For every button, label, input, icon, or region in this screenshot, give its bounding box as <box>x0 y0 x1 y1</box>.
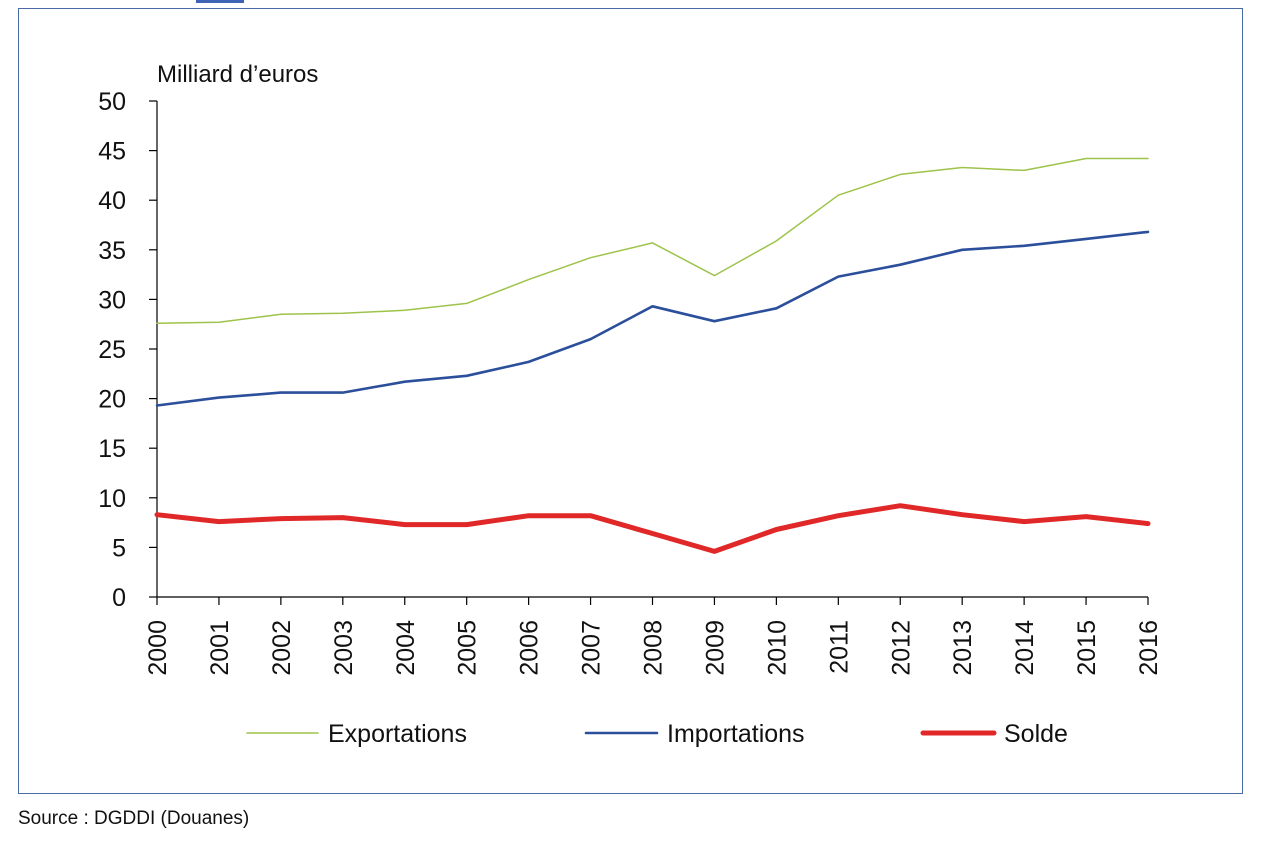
axes: 0 5 10 15 20 25 30 35 40 45 50 2000 2001 2002 2003 2004… <box>98 88 1163 676</box>
y-tick-label: 45 <box>98 138 126 166</box>
x-tick-label: 2016 <box>1135 620 1163 676</box>
y-tick-label: 30 <box>98 286 126 314</box>
chart-frame <box>18 8 1243 794</box>
series-line-exportations <box>156 157 1149 324</box>
x-tick-label: 2007 <box>578 620 606 676</box>
series-line-solde <box>154 503 1151 554</box>
x-tick-label: 2002 <box>268 620 296 676</box>
x-tick-label: 2010 <box>763 620 791 676</box>
x-tick-label: 2003 <box>330 620 358 676</box>
y-tick-label: 40 <box>98 187 126 215</box>
legend: Exportations Importations Solde <box>246 720 1068 748</box>
x-tick-label: 2000 <box>144 620 172 676</box>
y-tick-label: 25 <box>98 336 126 364</box>
legend-label-exportations: Exportations <box>328 720 467 748</box>
x-tick-label: 2008 <box>640 620 668 676</box>
legend-label-solde: Solde <box>1004 720 1068 748</box>
x-tick-label: 2011 <box>825 620 853 674</box>
x-tick-label: 2005 <box>454 620 482 676</box>
header-accent-bar <box>196 0 244 3</box>
x-tick-label: 2006 <box>516 620 544 676</box>
x-tick-label: 2014 <box>1011 620 1039 676</box>
x-tick-label: 2004 <box>392 620 420 676</box>
y-tick-label: 20 <box>98 386 126 414</box>
y-axis-label: Milliard d’euros <box>157 61 318 88</box>
series-line-importations <box>155 230 1150 407</box>
y-tick-label: 10 <box>98 485 126 513</box>
y-tick-label: 0 <box>112 584 126 612</box>
x-tick-label: 2013 <box>949 620 977 676</box>
x-tick-label: 2009 <box>701 620 729 676</box>
y-tick-label: 50 <box>98 88 126 116</box>
x-tick-label: 2015 <box>1073 620 1101 676</box>
x-tick-label: 2012 <box>887 620 915 676</box>
x-tick-label: 2001 <box>206 620 234 676</box>
y-tick-label: 35 <box>98 237 126 265</box>
legend-label-importations: Importations <box>667 720 805 748</box>
source-note: Source : DGDDI (Douanes) <box>18 808 250 829</box>
series-layer <box>154 157 1151 554</box>
y-tick-label: 15 <box>98 435 126 463</box>
y-tick-label: 5 <box>112 534 126 562</box>
